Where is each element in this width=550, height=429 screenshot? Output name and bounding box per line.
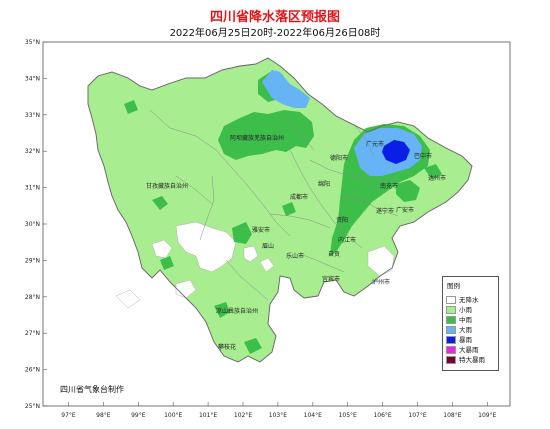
lon-label: 107°E: [408, 412, 426, 419]
place-label: 南充市: [380, 182, 398, 190]
place-label: 遂宁市: [376, 207, 394, 215]
place-label: 达州市: [428, 174, 446, 182]
no-rain-areas: [115, 221, 395, 309]
city-boundaries: [149, 109, 399, 301]
lon-label: 100°E: [164, 412, 182, 419]
lat-ticks: [43, 41, 47, 407]
sichuan-border: [87, 57, 473, 363]
place-label: 广安市: [396, 206, 414, 214]
lon-label: 104°E: [304, 412, 322, 419]
place-label: 广元市: [366, 140, 384, 148]
lon-label: 106°E: [373, 412, 391, 419]
lat-label: 30°N: [25, 221, 40, 228]
legend-swatch: [446, 356, 456, 364]
lat-label: 27°N: [25, 330, 40, 337]
lon-label: 101°E: [199, 412, 217, 419]
place-label: 资阳: [336, 216, 348, 224]
storm-areas: [382, 140, 410, 164]
lon-label: 99°E: [131, 412, 146, 419]
legend-swatch: [446, 306, 456, 314]
legend-title: 图例: [447, 282, 460, 290]
legend-label: 特大暴雨: [459, 356, 485, 364]
lat-label: 26°N: [25, 367, 40, 374]
legend-swatch: [446, 296, 456, 304]
place-label: 内江市: [338, 236, 356, 244]
place-label: 自贡: [328, 250, 340, 258]
place-label: 凉山彝族自治州: [216, 307, 258, 315]
place-label: 乐山市: [286, 252, 304, 260]
lon-label: 105°E: [339, 412, 357, 419]
lat-label: 28°N: [25, 294, 40, 301]
lon-ticks: [68, 402, 488, 406]
place-label: 泸州市: [372, 278, 390, 286]
legend-label: 暴雨: [459, 336, 472, 344]
legend-label: 无降水: [459, 296, 479, 304]
lat-label: 25°N: [25, 403, 40, 410]
lon-label: 109°E: [478, 412, 496, 419]
place-label: 成都市: [290, 193, 308, 201]
legend-swatch: [446, 346, 456, 354]
lat-label: 32°N: [25, 148, 40, 155]
lon-label: 102°E: [234, 412, 252, 419]
place-label: 阿坝藏族羌族自治州: [230, 134, 284, 142]
legend-label: 小雨: [459, 306, 472, 314]
legend-label: 中雨: [459, 316, 472, 324]
forecast-period: 2022年06月25日20时-2022年06月26日08时: [169, 28, 381, 39]
legend-swatch: [446, 326, 456, 334]
lon-label: 103°E: [269, 412, 287, 419]
place-label: 攀枝花: [218, 343, 236, 351]
place-label: 绵阳: [318, 180, 330, 188]
lon-label: 108°E: [443, 412, 461, 419]
lat-label: 35°N: [25, 39, 40, 46]
legend-swatch: [446, 316, 456, 324]
legend-swatch: [446, 336, 456, 344]
credit-text: 四川省气象台制作: [60, 385, 124, 394]
place-label: 甘孜藏族自治州: [146, 182, 188, 190]
place-label: 巴中市: [414, 152, 432, 160]
lon-label: 97°E: [61, 412, 76, 419]
lon-label: 98°E: [96, 412, 111, 419]
legend-label: 大雨: [459, 326, 472, 334]
place-label: 德阳市: [330, 154, 348, 162]
legend: 图例 无降水 小雨 中雨 大雨 暴雨 大暴雨 特大暴雨: [442, 276, 499, 371]
legend-label: 大暴雨: [459, 346, 479, 354]
lat-label: 31°N: [25, 185, 40, 192]
lat-label: 34°N: [25, 75, 40, 82]
lat-label: 33°N: [25, 112, 40, 119]
place-label: 雅安市: [252, 226, 270, 234]
place-label: 宜宾市: [322, 275, 340, 283]
lat-label: 29°N: [25, 257, 40, 264]
place-label: 眉山: [262, 242, 274, 250]
map-title: 四川省降水落区预报图: [209, 10, 340, 25]
